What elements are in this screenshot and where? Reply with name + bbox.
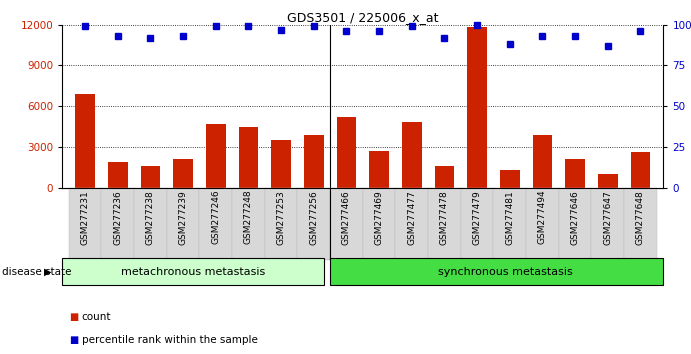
Bar (363, 188, 395, 260)
Text: GSM277256: GSM277256 (310, 190, 319, 245)
Bar (533, 135, 552, 188)
Text: GSM277236: GSM277236 (113, 190, 122, 245)
Bar (167, 188, 200, 260)
Bar (435, 166, 454, 188)
Bar (206, 124, 225, 188)
Bar (631, 152, 650, 188)
Text: GSM277494: GSM277494 (538, 190, 547, 244)
Text: GSM277469: GSM277469 (375, 190, 384, 245)
Text: ■: ■ (69, 335, 78, 345)
Text: synchronous metastasis: synchronous metastasis (437, 267, 572, 277)
Bar (265, 188, 297, 260)
Text: percentile rank within the sample: percentile rank within the sample (82, 335, 258, 345)
Bar (102, 188, 134, 260)
Bar (173, 159, 193, 188)
Text: GSM277646: GSM277646 (571, 190, 580, 245)
Text: GSM277253: GSM277253 (276, 190, 285, 245)
Bar (134, 188, 167, 260)
Bar (68, 188, 102, 260)
Bar (108, 162, 128, 188)
Text: disease state: disease state (2, 267, 72, 277)
Bar (493, 188, 526, 260)
Bar (428, 188, 461, 260)
Text: ■: ■ (69, 312, 78, 322)
Text: GSM277648: GSM277648 (636, 190, 645, 245)
Text: GSM277647: GSM277647 (603, 190, 612, 245)
Bar (232, 188, 265, 260)
Bar (467, 28, 487, 188)
Bar (395, 188, 428, 260)
Bar (272, 140, 291, 188)
Text: GSM277239: GSM277239 (178, 190, 187, 245)
Text: count: count (82, 312, 111, 322)
Bar (200, 188, 232, 260)
Text: GSM277481: GSM277481 (505, 190, 514, 245)
Bar (330, 188, 363, 260)
Text: GSM277477: GSM277477 (407, 190, 416, 245)
Text: GSM277478: GSM277478 (440, 190, 449, 245)
Text: GSM277238: GSM277238 (146, 190, 155, 245)
Bar (330, 258, 663, 285)
Bar (75, 94, 95, 188)
Bar (565, 159, 585, 188)
Text: GSM277231: GSM277231 (81, 190, 90, 245)
Text: metachronous metastasis: metachronous metastasis (121, 267, 265, 277)
Bar (559, 188, 591, 260)
Bar (402, 122, 422, 188)
Text: GSM277248: GSM277248 (244, 190, 253, 244)
Bar (369, 151, 389, 188)
Bar (591, 188, 624, 260)
Bar (461, 188, 493, 260)
Bar (598, 174, 618, 188)
Bar (500, 170, 520, 188)
Text: GSM277466: GSM277466 (342, 190, 351, 245)
Bar (526, 188, 559, 260)
Bar (62, 258, 323, 285)
Text: GSM277479: GSM277479 (473, 190, 482, 245)
Bar (337, 117, 357, 188)
Bar (304, 135, 323, 188)
Text: GSM277246: GSM277246 (211, 190, 220, 244)
Bar (624, 188, 657, 260)
Title: GDS3501 / 225006_x_at: GDS3501 / 225006_x_at (287, 11, 439, 24)
Text: ▶: ▶ (44, 267, 52, 277)
Bar (140, 166, 160, 188)
Bar (297, 188, 330, 260)
Bar (238, 127, 258, 188)
